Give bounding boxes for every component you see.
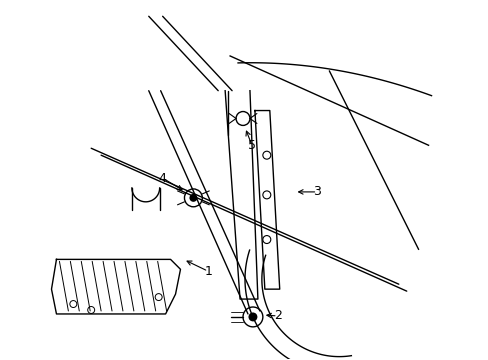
Circle shape [189,194,197,202]
Circle shape [248,312,257,321]
Text: 5: 5 [247,139,255,152]
Text: 4: 4 [159,171,166,185]
Text: 3: 3 [313,185,321,198]
Text: 1: 1 [204,265,212,278]
Text: 2: 2 [273,310,281,323]
